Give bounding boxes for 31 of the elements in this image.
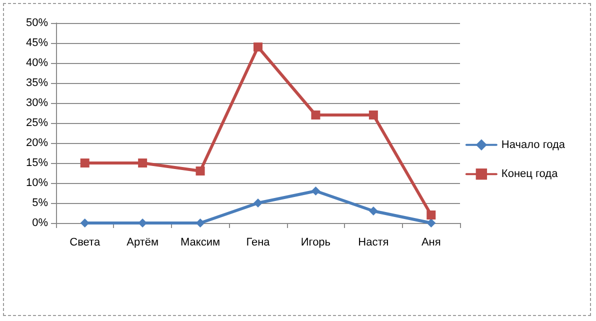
point [254,42,262,52]
point [368,206,378,216]
legend-label: Конец года [501,168,559,180]
y-tick-label: 25% [26,117,48,129]
point [426,218,436,228]
x-tick-label: Игорь [300,236,331,248]
y-tick-label: 20% [26,137,48,149]
point [311,186,320,196]
x-tick-label: Артём [126,236,159,248]
legend-label: Начало года [501,138,566,151]
x-tick-label: Света [70,236,101,248]
point [426,210,436,220]
point [138,158,148,168]
x-tick-label: Настя [358,236,389,248]
x-tick-label: Максим [180,236,220,248]
y-tick-label: 0% [32,217,48,229]
x-tick-label: Аня [421,236,441,248]
y-tick-label: 45% [26,37,48,49]
point [254,198,262,208]
y-tick-label: 10% [26,177,48,189]
y-tick-label: 5% [32,197,48,209]
point [368,110,378,120]
point [80,158,90,168]
point [311,110,320,120]
y-tick-label: 15% [26,157,48,169]
y-tick-label: 50% [26,17,48,29]
y-tick-label: 30% [26,97,48,109]
point [196,166,205,176]
y-tick-label: 40% [26,57,48,69]
x-tick-label: Гена [246,236,271,248]
y-tick-label: 35% [26,77,48,89]
